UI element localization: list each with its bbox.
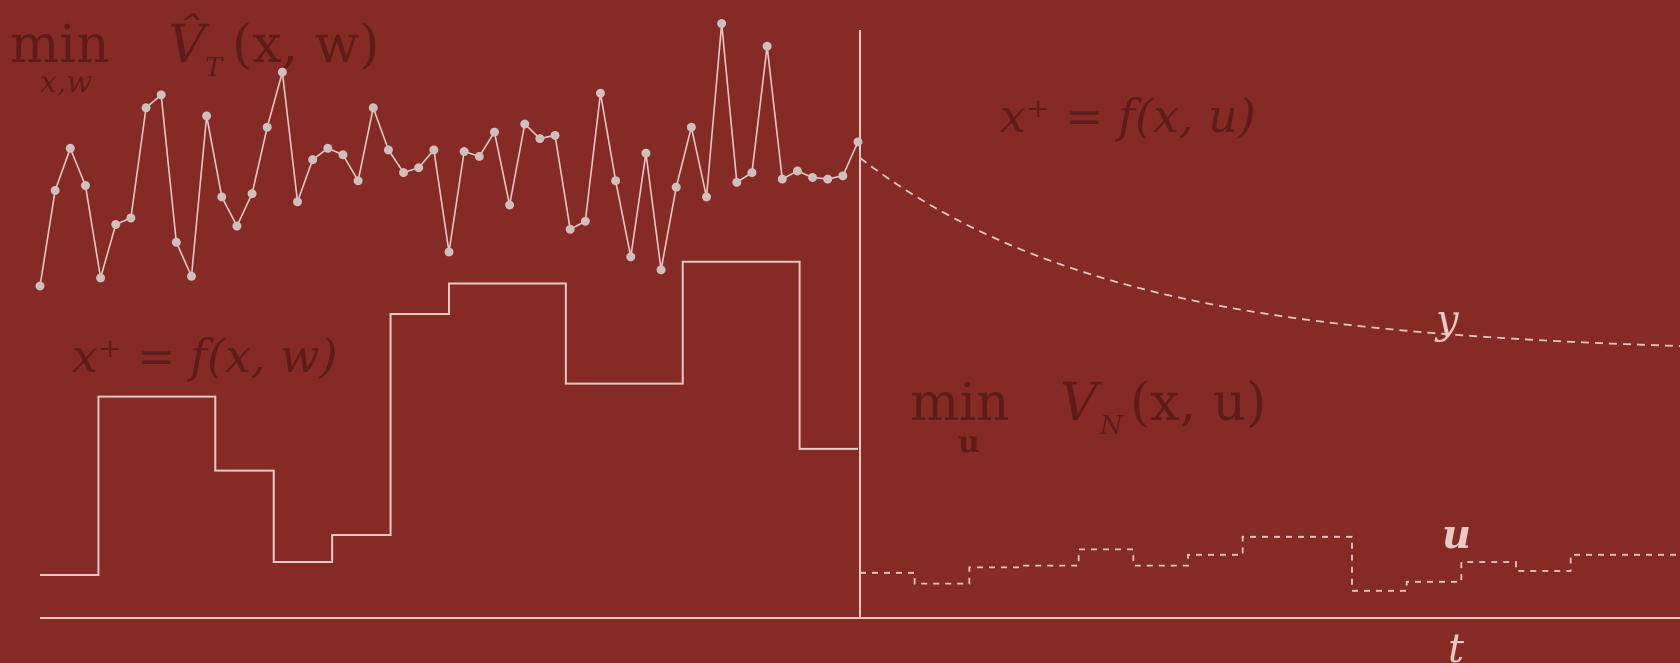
- measurement-point: [641, 148, 651, 158]
- predicted-input-series: [860, 535, 1680, 592]
- measurement-point: [35, 281, 45, 291]
- predicted-input-line: [860, 535, 1680, 592]
- past-input-line: [40, 260, 858, 576]
- estimation-objective-subscript: T: [205, 53, 224, 83]
- measurement-point: [474, 151, 484, 161]
- measurement-point: [141, 103, 151, 113]
- control-model-text: x⁺ = f(x, u): [1000, 89, 1256, 143]
- measurement-point: [762, 41, 772, 51]
- control-objective-args: (x, u): [1130, 373, 1266, 433]
- measurement-point: [383, 145, 393, 155]
- estimation-min-text: min: [10, 15, 109, 75]
- measurement-point: [520, 119, 530, 129]
- measurement-point: [717, 19, 727, 29]
- measurement-point: [580, 216, 590, 226]
- measurement-point: [414, 163, 424, 173]
- y-label: y: [1434, 297, 1460, 343]
- measurement-point: [399, 168, 409, 178]
- measurement-point: [671, 182, 681, 192]
- measurement-point: [232, 221, 242, 231]
- measurement-point: [626, 252, 636, 262]
- measurement-point: [459, 147, 469, 157]
- measurement-line: [39, 23, 859, 287]
- measurement-point: [444, 247, 454, 257]
- control-min-text: min: [910, 373, 1009, 433]
- estimation-objective-symbol: V̂: [168, 14, 210, 75]
- control-subscript: u: [958, 425, 980, 460]
- measurement-point: [80, 181, 90, 191]
- measurement-point: [792, 166, 802, 176]
- measurement-point: [126, 213, 136, 223]
- measurement-point: [808, 172, 818, 182]
- measurement-series: [35, 19, 863, 291]
- measurement-point: [293, 197, 303, 207]
- estimation-objective-args: (x, w): [232, 15, 379, 75]
- measurement-point: [277, 67, 287, 77]
- measurement-point: [732, 177, 742, 187]
- measurement-point: [550, 130, 560, 140]
- measurement-point: [323, 143, 333, 153]
- measurement-point: [96, 273, 106, 283]
- measurement-point: [853, 137, 863, 147]
- measurement-point: [595, 88, 605, 98]
- measurement-point: [429, 145, 439, 155]
- measurement-point: [777, 174, 787, 184]
- measurement-point: [656, 265, 666, 275]
- measurement-point: [50, 185, 60, 195]
- measurement-point: [686, 122, 696, 132]
- control-objective-symbol: V: [1060, 373, 1102, 433]
- measurement-point: [262, 122, 272, 132]
- measurement-point: [823, 174, 833, 184]
- measurement-point: [505, 200, 515, 210]
- measurement-point: [338, 150, 348, 160]
- measurement-point: [65, 143, 75, 153]
- measurement-point: [308, 155, 318, 165]
- measurement-point: [565, 224, 575, 234]
- measurement-point: [171, 237, 181, 247]
- past-input-series: [40, 260, 858, 576]
- estimation-model-text: x⁺ = f(x, w): [72, 329, 338, 383]
- predicted-state-series: [859, 157, 1680, 347]
- measurement-point: [202, 111, 212, 121]
- estimation-subscript: x,w: [40, 65, 92, 100]
- measurement-point: [611, 176, 621, 186]
- measurement-point: [353, 176, 363, 186]
- predicted-state-line: [859, 157, 1680, 347]
- t-label: t: [1448, 626, 1465, 663]
- measurement-point: [535, 134, 545, 144]
- measurement-point: [838, 171, 848, 181]
- control-objective-subscript: N: [1099, 411, 1124, 441]
- measurement-point: [747, 168, 757, 178]
- measurement-point: [186, 271, 196, 281]
- control-objective: min u V N (x, u): [910, 373, 1266, 460]
- measurement-point: [368, 103, 378, 113]
- measurement-point: [111, 219, 121, 229]
- estimation-objective: min x,w V̂ T (x, w): [10, 14, 379, 100]
- measurement-point: [702, 192, 712, 202]
- measurement-point: [247, 189, 257, 199]
- measurement-point: [156, 90, 166, 100]
- measurement-point: [217, 192, 227, 202]
- u-label: u: [1442, 511, 1471, 558]
- measurement-point: [489, 127, 499, 137]
